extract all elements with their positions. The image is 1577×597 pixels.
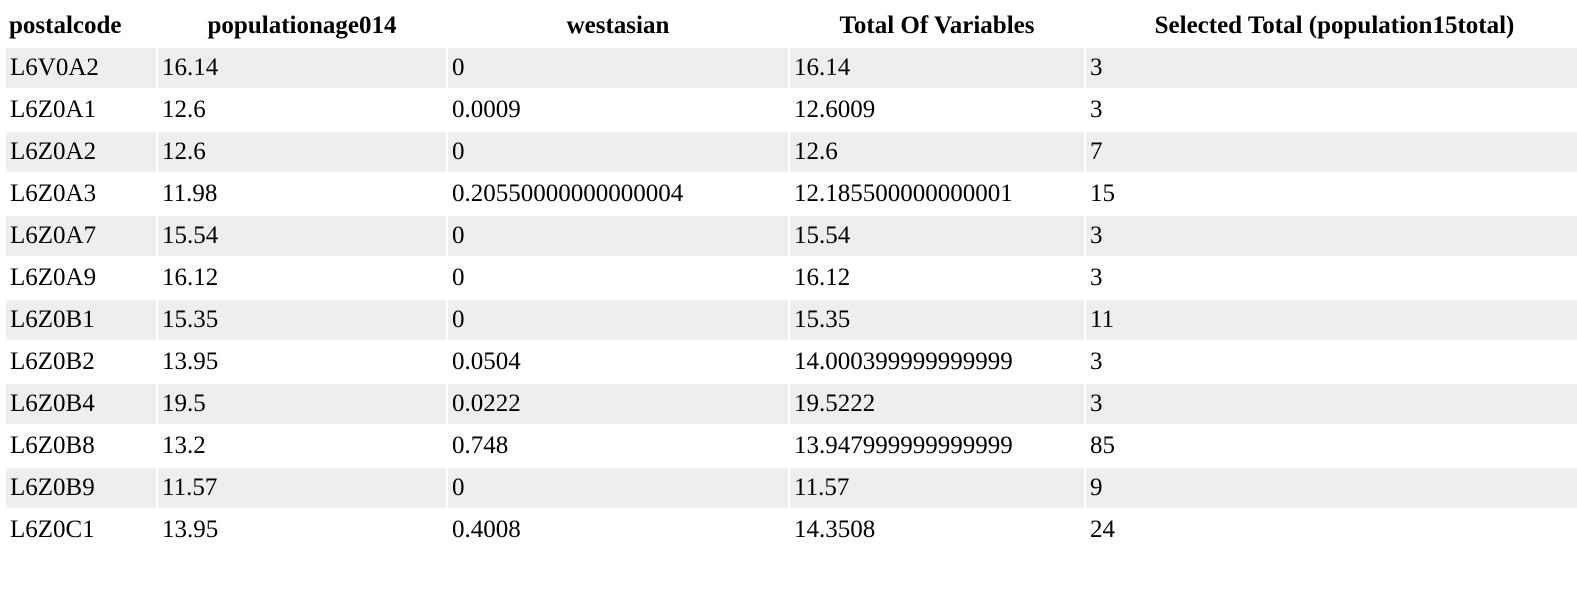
cell-selected-total: 3 <box>1086 216 1577 256</box>
table-body: L6V0A2 16.14 0 16.14 3 L6Z0A1 12.6 0.0009 12.600… <box>6 48 1577 550</box>
cell-westasian: 0 <box>448 132 788 172</box>
cell-westasian: 0.748 <box>448 426 788 466</box>
cell-selected-total: 3 <box>1086 48 1577 88</box>
cell-selected-total: 3 <box>1086 342 1577 382</box>
cell-selected-total: 3 <box>1086 90 1577 130</box>
cell-postalcode: L6Z0C1 <box>6 510 156 550</box>
cell-total-of-variables: 15.54 <box>790 216 1084 256</box>
table-row: L6Z0C1 13.95 0.4008 14.3508 24 <box>6 510 1577 550</box>
cell-selected-total: 24 <box>1086 510 1577 550</box>
cell-populationage014: 16.12 <box>158 258 446 298</box>
cell-populationage014: 11.57 <box>158 468 446 508</box>
cell-selected-total: 15 <box>1086 174 1577 214</box>
cell-populationage014: 12.6 <box>158 132 446 172</box>
cell-selected-total: 3 <box>1086 384 1577 424</box>
cell-total-of-variables: 16.12 <box>790 258 1084 298</box>
header-row: postalcode populationage014 westasian To… <box>6 6 1577 46</box>
header-populationage014: populationage014 <box>158 6 446 46</box>
cell-populationage014: 16.14 <box>158 48 446 88</box>
cell-westasian: 0.4008 <box>448 510 788 550</box>
cell-westasian: 0 <box>448 300 788 340</box>
results-table: postalcode populationage014 westasian To… <box>4 4 1577 552</box>
table-row: L6Z0B9 11.57 0 11.57 9 <box>6 468 1577 508</box>
cell-postalcode: L6Z0B1 <box>6 300 156 340</box>
table-row: L6Z0B8 13.2 0.748 13.947999999999999 85 <box>6 426 1577 466</box>
cell-total-of-variables: 16.14 <box>790 48 1084 88</box>
cell-total-of-variables: 14.3508 <box>790 510 1084 550</box>
table-row: L6V0A2 16.14 0 16.14 3 <box>6 48 1577 88</box>
cell-postalcode: L6Z0B2 <box>6 342 156 382</box>
cell-populationage014: 19.5 <box>158 384 446 424</box>
table-row: L6Z0A2 12.6 0 12.6 7 <box>6 132 1577 172</box>
cell-westasian: 0 <box>448 48 788 88</box>
cell-selected-total: 11 <box>1086 300 1577 340</box>
cell-postalcode: L6V0A2 <box>6 48 156 88</box>
cell-total-of-variables: 12.6009 <box>790 90 1084 130</box>
cell-postalcode: L6Z0A9 <box>6 258 156 298</box>
header-postalcode: postalcode <box>6 6 156 46</box>
cell-westasian: 0 <box>448 258 788 298</box>
cell-postalcode: L6Z0B8 <box>6 426 156 466</box>
cell-westasian: 0.20550000000000004 <box>448 174 788 214</box>
cell-postalcode: L6Z0B9 <box>6 468 156 508</box>
results-table-container: postalcode populationage014 westasian To… <box>4 4 1577 552</box>
cell-populationage014: 12.6 <box>158 90 446 130</box>
cell-total-of-variables: 13.947999999999999 <box>790 426 1084 466</box>
table-row: L6Z0A1 12.6 0.0009 12.6009 3 <box>6 90 1577 130</box>
cell-populationage014: 13.95 <box>158 342 446 382</box>
cell-total-of-variables: 12.6 <box>790 132 1084 172</box>
header-westasian: westasian <box>448 6 788 46</box>
cell-postalcode: L6Z0A3 <box>6 174 156 214</box>
cell-populationage014: 15.35 <box>158 300 446 340</box>
cell-total-of-variables: 15.35 <box>790 300 1084 340</box>
cell-populationage014: 13.2 <box>158 426 446 466</box>
cell-selected-total: 7 <box>1086 132 1577 172</box>
cell-selected-total: 85 <box>1086 426 1577 466</box>
table-row: L6Z0B2 13.95 0.0504 14.000399999999999 3 <box>6 342 1577 382</box>
table-row: L6Z0A3 11.98 0.20550000000000004 12.1855000… <box>6 174 1577 214</box>
table-row: L6Z0B1 15.35 0 15.35 11 <box>6 300 1577 340</box>
cell-total-of-variables: 14.000399999999999 <box>790 342 1084 382</box>
cell-total-of-variables: 12.185500000000001 <box>790 174 1084 214</box>
table-row: L6Z0B4 19.5 0.0222 19.5222 3 <box>6 384 1577 424</box>
header-total-of-variables: Total Of Variables <box>790 6 1084 46</box>
cell-populationage014: 15.54 <box>158 216 446 256</box>
cell-total-of-variables: 19.5222 <box>790 384 1084 424</box>
cell-westasian: 0.0009 <box>448 90 788 130</box>
cell-selected-total: 9 <box>1086 468 1577 508</box>
cell-westasian: 0.0504 <box>448 342 788 382</box>
cell-postalcode: L6Z0A2 <box>6 132 156 172</box>
table-row: L6Z0A9 16.12 0 16.12 3 <box>6 258 1577 298</box>
cell-selected-total: 3 <box>1086 258 1577 298</box>
cell-postalcode: L6Z0A1 <box>6 90 156 130</box>
cell-populationage014: 13.95 <box>158 510 446 550</box>
cell-westasian: 0 <box>448 216 788 256</box>
table-row: L6Z0A7 15.54 0 15.54 3 <box>6 216 1577 256</box>
cell-total-of-variables: 11.57 <box>790 468 1084 508</box>
cell-postalcode: L6Z0A7 <box>6 216 156 256</box>
cell-postalcode: L6Z0B4 <box>6 384 156 424</box>
table-header: postalcode populationage014 westasian To… <box>6 6 1577 46</box>
header-selected-total: Selected Total (population15total) <box>1086 6 1577 46</box>
cell-westasian: 0 <box>448 468 788 508</box>
cell-populationage014: 11.98 <box>158 174 446 214</box>
cell-westasian: 0.0222 <box>448 384 788 424</box>
